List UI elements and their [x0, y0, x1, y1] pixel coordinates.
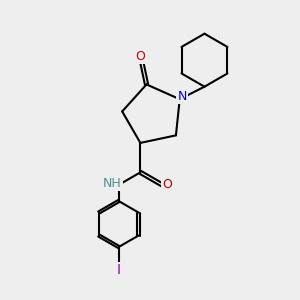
Text: O: O [162, 178, 172, 191]
Text: N: N [177, 90, 187, 103]
Text: O: O [135, 50, 145, 63]
Text: NH: NH [103, 177, 122, 190]
Text: I: I [117, 263, 121, 277]
